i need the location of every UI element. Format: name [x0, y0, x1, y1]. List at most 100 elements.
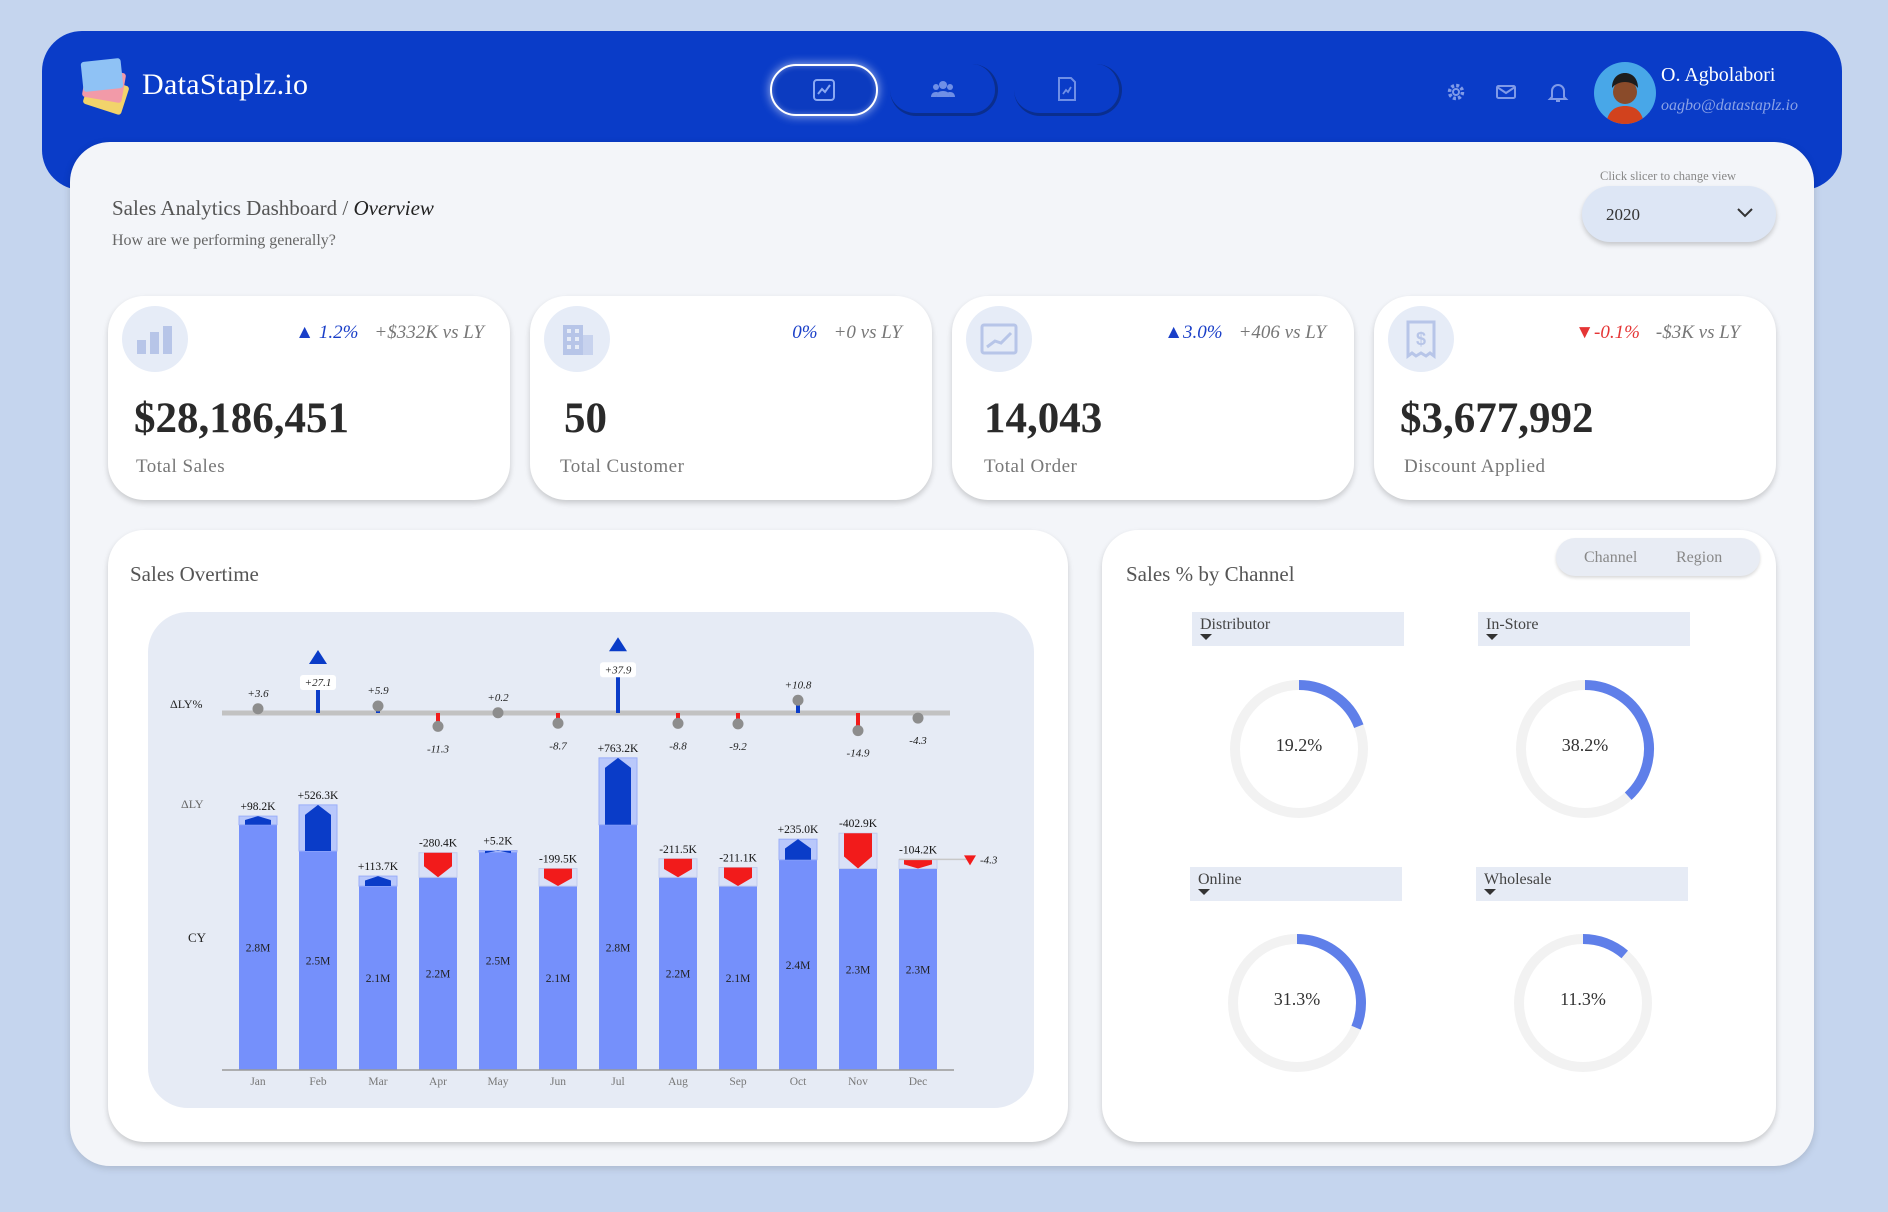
slicer-hint: Click slicer to change view: [1600, 169, 1737, 183]
channel-header-instore[interactable]: In-Store: [1478, 612, 1690, 646]
lollipop-marker-up-icon: [309, 650, 327, 665]
breadcrumb-current: Overview: [353, 196, 434, 220]
cy-bar: [479, 851, 517, 1070]
x-axis-label: Apr: [429, 1076, 447, 1088]
x-axis-label: Jun: [550, 1076, 566, 1088]
cy-bar-label: 2.1M: [546, 973, 571, 985]
variance-up-arrow-icon: [485, 850, 511, 854]
channel-header-wholesale[interactable]: Wholesale: [1476, 867, 1688, 901]
lollipop-label: +10.8: [785, 679, 812, 691]
variance-up-arrow-icon: [785, 839, 811, 860]
x-axis-label: Mar: [368, 1076, 387, 1088]
kpi-card-discount-applied: $ ▼-0.1% -$3K vs LY $3,677,992 Discount A…: [1374, 296, 1776, 500]
mail-icon[interactable]: [1494, 80, 1518, 104]
variance-label: -104.2K: [899, 844, 938, 856]
cy-bar: [899, 868, 937, 1070]
lollipop-dot: [252, 703, 264, 715]
nav-reports-button[interactable]: [1014, 64, 1122, 116]
x-axis-label: Dec: [909, 1076, 928, 1088]
lollipop-label-bg: [600, 662, 636, 678]
lollipop-label-bg: [300, 675, 336, 691]
breadcrumb-root[interactable]: Sales Analytics Dashboard /: [112, 196, 354, 220]
cy-bar: [539, 886, 577, 1070]
nav-customers-button[interactable]: [890, 64, 998, 116]
lollipop-label: -8.7: [549, 740, 567, 752]
nav-analytics-button[interactable]: [770, 64, 878, 116]
variance-down-arrow-icon: [724, 867, 752, 887]
caret-down-icon: [1486, 634, 1498, 640]
x-axis-label: Oct: [790, 1076, 807, 1088]
variance-label: -211.1K: [719, 853, 757, 865]
variance-label: +763.2K: [598, 743, 639, 755]
cy-bar-label: 2.5M: [486, 956, 511, 968]
year-slicer-value: 2020: [1606, 205, 1640, 224]
variance-up-arrow-icon: [245, 816, 271, 825]
total-variance-down-icon: [964, 855, 976, 866]
variance-label: +98.2K: [241, 801, 277, 813]
x-axis-label: Feb: [309, 1076, 327, 1088]
kpi-delta: 0% +0 vs LY: [792, 322, 902, 344]
variance-label: -199.5K: [539, 854, 578, 866]
bar-chart-icon: [122, 306, 188, 372]
cy-bar-label: 2.4M: [786, 960, 811, 972]
toggle-region[interactable]: Region: [1676, 549, 1723, 566]
logo-icon: [80, 58, 129, 115]
cy-bar-label: 2.8M: [606, 942, 631, 954]
lollipop-dot: [912, 712, 924, 724]
cy-bar: [659, 877, 697, 1070]
variance-down-arrow-icon: [664, 858, 692, 878]
kpi-value: 50: [564, 395, 607, 442]
kpi-card-total-customer: 0% +0 vs LY 50 Total Customer: [530, 296, 932, 500]
variance-down-arrow-icon: [424, 852, 452, 878]
x-axis-label: Jul: [611, 1076, 624, 1088]
cy-bar: [719, 886, 757, 1070]
donut-wholesale: [1514, 934, 1652, 1072]
x-axis-label: Aug: [668, 1076, 688, 1088]
donut-instore: [1516, 680, 1654, 818]
settings-gear-icon[interactable]: [1444, 80, 1468, 104]
lollipop-label: -4.3: [909, 735, 927, 747]
channel-header-online[interactable]: Online: [1190, 867, 1402, 901]
cy-bar: [779, 859, 817, 1070]
variance-label: +5.2K: [483, 836, 513, 848]
donut-arc: [1296, 934, 1366, 1030]
svg-text:$: $: [1416, 329, 1426, 349]
notification-bell-icon[interactable]: [1546, 80, 1570, 104]
building-icon: [544, 306, 610, 372]
variance-label: +235.0K: [778, 824, 819, 836]
variance-up-arrow-icon: [365, 876, 391, 887]
sales-overtime-svg: ΔLY% ΔLY CY +3.6 +27.1 +5.9 -11.3 +0.2 -8.7 +37.9…: [170, 637, 998, 1088]
panel-title: Sales Overtime: [130, 562, 259, 586]
page-subtitle: How are we performing generally?: [112, 232, 336, 249]
x-axis-label: Sep: [729, 1076, 747, 1088]
cy-bar: [359, 886, 397, 1070]
kpi-delta-pct: 3.0%: [1183, 322, 1223, 343]
lollipop-dot: [852, 725, 864, 737]
row-label-delta: ΔLY: [181, 797, 204, 811]
channel-header-distributor[interactable]: Distributor: [1192, 612, 1404, 646]
channel-name: Online: [1198, 871, 1242, 888]
donut-online: [1228, 934, 1366, 1072]
kpi-label: Total Customer: [560, 456, 685, 477]
user-avatar[interactable]: [1594, 62, 1656, 124]
kpi-delta-pct: 1.2%: [318, 322, 359, 343]
channel-region-toggle[interactable]: Channel Region: [1556, 538, 1760, 576]
cy-bar-label: 2.8M: [246, 942, 271, 954]
lollipop-label: +5.9: [367, 685, 389, 697]
lollipop-marker-up-icon: [609, 637, 627, 652]
variance-label: -402.9K: [839, 818, 878, 830]
trend-up-icon: ▲: [295, 322, 315, 343]
donut-value: 31.3%: [1273, 989, 1321, 1009]
lollipop-dot: [432, 720, 444, 732]
variance-label: -211.5K: [659, 844, 697, 856]
donut-arc: [1298, 680, 1364, 729]
brand-name: DataStaplz.io: [142, 68, 309, 101]
year-slicer-dropdown[interactable]: 2020: [1582, 186, 1776, 242]
kpi-value: $28,186,451: [134, 395, 349, 442]
donut-arc: [1582, 934, 1628, 959]
toggle-channel[interactable]: Channel: [1584, 549, 1638, 566]
variance-label: -280.4K: [419, 838, 458, 850]
caret-down-icon: [1200, 634, 1212, 640]
variance-label: +113.7K: [358, 861, 399, 873]
lollipop-label: +27.1: [305, 677, 332, 689]
